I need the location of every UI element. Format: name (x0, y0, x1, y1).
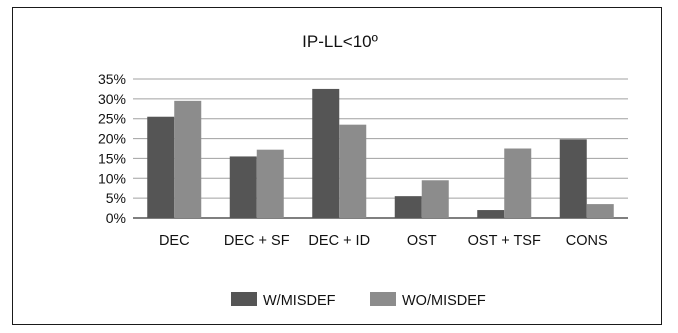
y-tick-label: 25% (97, 110, 125, 126)
bar-wo-misdef (503, 148, 531, 218)
legend-swatch (230, 291, 257, 306)
chart-title: IP-LL<10º (302, 32, 378, 51)
bar-wo-misdef (338, 124, 366, 218)
y-tick-label: 30% (97, 90, 125, 106)
bar-w-misdef (476, 209, 504, 218)
bar-w-misdef (394, 195, 422, 218)
y-tick-label: 5% (105, 190, 125, 206)
x-axis-categories: DEC DEC + SF DEC + ID OST OST + TSF CONS (158, 233, 607, 249)
bar-wo-misdef (586, 203, 614, 218)
bars (146, 88, 614, 218)
x-category-label: DEC + SF (223, 233, 289, 249)
bar-w-misdef (559, 138, 587, 218)
x-category-label: OST + TSF (467, 233, 540, 249)
grid-lines (132, 78, 628, 219)
bar-wo-misdef (256, 149, 284, 218)
y-tick-label: 35% (97, 71, 125, 87)
legend-swatch (369, 291, 396, 306)
bar-w-misdef (146, 116, 174, 218)
bar-wo-misdef (421, 179, 449, 218)
bar-w-misdef (229, 155, 257, 218)
x-category-label: CONS (565, 233, 607, 249)
x-category-label: DEC (158, 233, 189, 249)
chart-frame: IP-LL<10º 0% 5% 10% 15% 20% 25% 30% 35% DEC DEC … (12, 7, 662, 325)
x-category-label: OST (406, 233, 436, 249)
y-tick-label: 0% (105, 210, 125, 226)
legend: W/MISDEF WO/MISDEF (230, 291, 486, 309)
y-tick-label: 10% (97, 170, 125, 186)
y-axis-ticks: 0% 5% 10% 15% 20% 25% 30% 35% (97, 71, 125, 226)
legend-label: W/MISDEF (263, 293, 336, 309)
x-category-label: DEC + ID (308, 233, 370, 249)
bar-wo-misdef (173, 100, 201, 218)
y-tick-label: 15% (97, 150, 125, 166)
bar-w-misdef (311, 88, 339, 218)
y-tick-label: 20% (97, 130, 125, 146)
legend-label: WO/MISDEF (402, 293, 486, 309)
